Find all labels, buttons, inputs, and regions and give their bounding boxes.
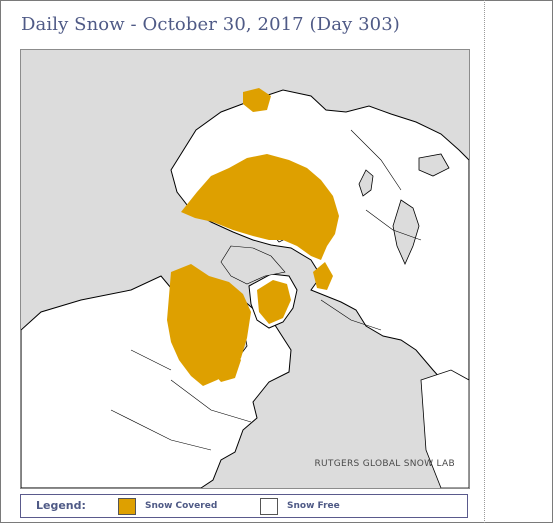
snow-labrador [209,340,241,382]
legend: Legend: Snow Covered Snow Free [20,494,468,518]
land-north-america [21,275,292,488]
page-title: Daily Snow - October 30, 2017 (Day 303) [21,14,400,35]
snow-siberia [181,154,339,260]
swatch-snow-covered [118,498,136,515]
legend-label-snow-covered: Snow Covered [145,501,218,511]
snow-map-svg [21,88,469,488]
map-credit: RUTGERS GLOBAL SNOW LAB [314,459,455,469]
legend-label-snow-free: Snow Free [287,501,340,511]
snow-central-asia [243,88,271,112]
baltic-sea [392,199,420,265]
black-sea [418,153,450,177]
snow-map: RUTGERS GLOBAL SNOW LAB [20,49,470,489]
legend-title: Legend: [36,499,86,512]
snow-scandinavia [313,262,333,290]
sidebar-divider [484,0,485,523]
snow-greenland [257,280,291,324]
swatch-snow-free [260,498,278,515]
caspian-sea [358,169,374,197]
arctic-sea-ice [220,245,286,285]
land-mediterranean [420,369,469,488]
country-borders [110,129,422,451]
